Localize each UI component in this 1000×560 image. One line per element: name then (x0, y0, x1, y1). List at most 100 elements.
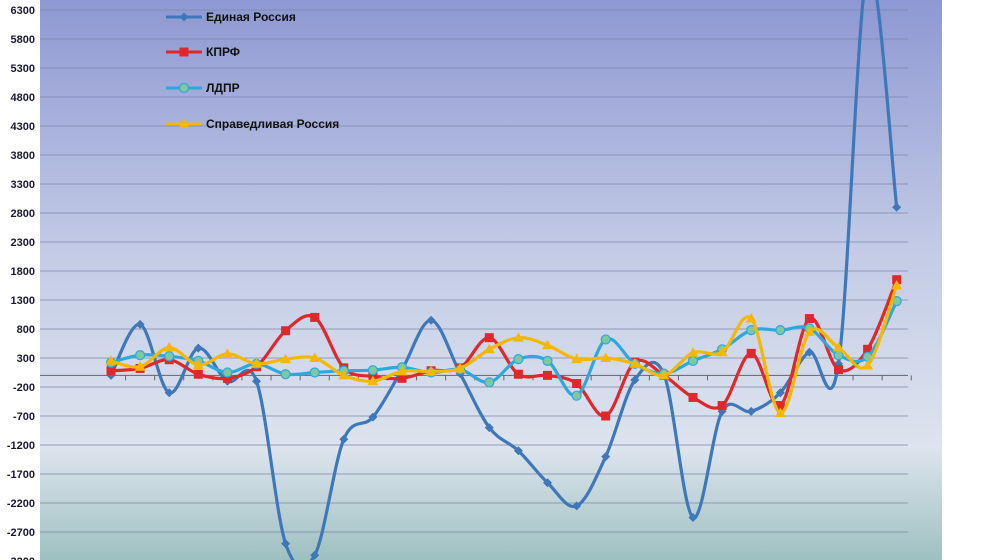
data-point (746, 406, 756, 416)
data-point (135, 350, 146, 361)
data-point (571, 353, 583, 364)
data-point (221, 348, 233, 358)
data-point (601, 411, 611, 421)
legend-marker (178, 118, 190, 128)
data-point (833, 342, 844, 352)
data-point (542, 339, 553, 350)
data-point (804, 347, 814, 357)
series-line-ldpr (109, 299, 899, 398)
data-point (687, 347, 699, 357)
data-point (629, 358, 641, 368)
data-point (484, 333, 494, 343)
legend-label: КПРФ (206, 45, 240, 59)
y-tick-label: 5800 (11, 34, 35, 46)
data-point (484, 377, 495, 388)
data-point (135, 319, 145, 329)
series-spravedlivaya-rossiya (105, 280, 903, 418)
data-point (572, 379, 582, 389)
data-point (543, 370, 552, 380)
data-point (775, 325, 786, 336)
data-point (775, 388, 785, 398)
y-tick-label: -2200 (7, 498, 35, 510)
data-point (513, 446, 523, 456)
data-point (774, 407, 786, 418)
data-point (630, 375, 640, 385)
legend-item-kprf: КПРФ (166, 45, 240, 59)
legend-item-ldpr: ЛДПР (166, 81, 240, 95)
data-point (339, 434, 349, 444)
data-point (688, 392, 698, 402)
data-point (310, 550, 320, 560)
legend-marker (179, 47, 189, 57)
data-point (892, 202, 902, 212)
data-point (717, 401, 727, 411)
plot-background (40, 0, 942, 560)
legend-item-edinaya-rossiya: Единая Россия (166, 10, 296, 24)
data-point (251, 358, 262, 368)
data-point (396, 365, 408, 376)
data-point (454, 362, 466, 373)
data-point (222, 367, 233, 378)
legend-item-spravedlivaya-rossiya: Справедливая Россия (166, 117, 339, 131)
data-point (892, 275, 902, 285)
data-point (601, 452, 611, 462)
y-tick-label: 800 (17, 324, 35, 336)
data-point (309, 367, 320, 378)
data-point (367, 365, 378, 376)
data-point (368, 412, 378, 422)
data-point (281, 326, 291, 336)
y-tick-label: 1300 (11, 295, 35, 307)
y-tick-label: 1800 (11, 266, 35, 278)
data-point (543, 478, 552, 488)
data-point (572, 501, 582, 511)
y-tick-label: -1200 (7, 440, 35, 452)
y-tick-label: 300 (17, 353, 35, 365)
data-point (425, 365, 437, 376)
y-tick-label: 4300 (11, 121, 35, 133)
data-point (658, 369, 670, 380)
data-point (862, 360, 874, 370)
data-point (397, 373, 407, 383)
data-point (687, 355, 699, 366)
legend-marker (178, 82, 190, 94)
data-point (193, 369, 203, 379)
data-point (367, 375, 379, 386)
series-edinaya-rossiya (106, 0, 902, 560)
series-group (105, 0, 903, 560)
data-point (891, 280, 903, 290)
y-tick-label: 5300 (11, 63, 35, 75)
data-point (571, 390, 582, 401)
data-point (484, 423, 494, 433)
data-point (746, 348, 756, 358)
data-point (803, 326, 815, 336)
y-tick-label: 2800 (11, 208, 35, 220)
y-tick-label: 3300 (11, 179, 35, 191)
y-tick-label: -700 (13, 411, 35, 423)
data-point (716, 346, 728, 357)
data-point (106, 366, 116, 376)
legend: Единая Россия КПРФ ЛДПР Справедливая Россия (166, 10, 339, 131)
data-point (513, 354, 524, 365)
data-point (834, 365, 843, 375)
data-point (600, 352, 612, 362)
data-point (775, 401, 785, 411)
data-point (863, 344, 873, 354)
data-point (513, 369, 523, 379)
data-point (338, 369, 350, 380)
y-tick-label: 4800 (11, 92, 35, 104)
data-point (600, 334, 611, 345)
y-tick-label: 2300 (11, 237, 35, 249)
data-point (426, 315, 436, 325)
y-tick-label: -2700 (7, 527, 35, 539)
y-tick-label: 3800 (11, 150, 35, 162)
data-point (192, 359, 204, 369)
data-point (134, 361, 146, 371)
data-point (309, 352, 321, 362)
y-tick-label: -3200 (7, 556, 35, 560)
data-point (688, 513, 698, 522)
data-point (164, 351, 175, 362)
data-point (542, 355, 553, 366)
y-tick-label: 6300 (11, 5, 35, 17)
data-point (252, 376, 261, 386)
